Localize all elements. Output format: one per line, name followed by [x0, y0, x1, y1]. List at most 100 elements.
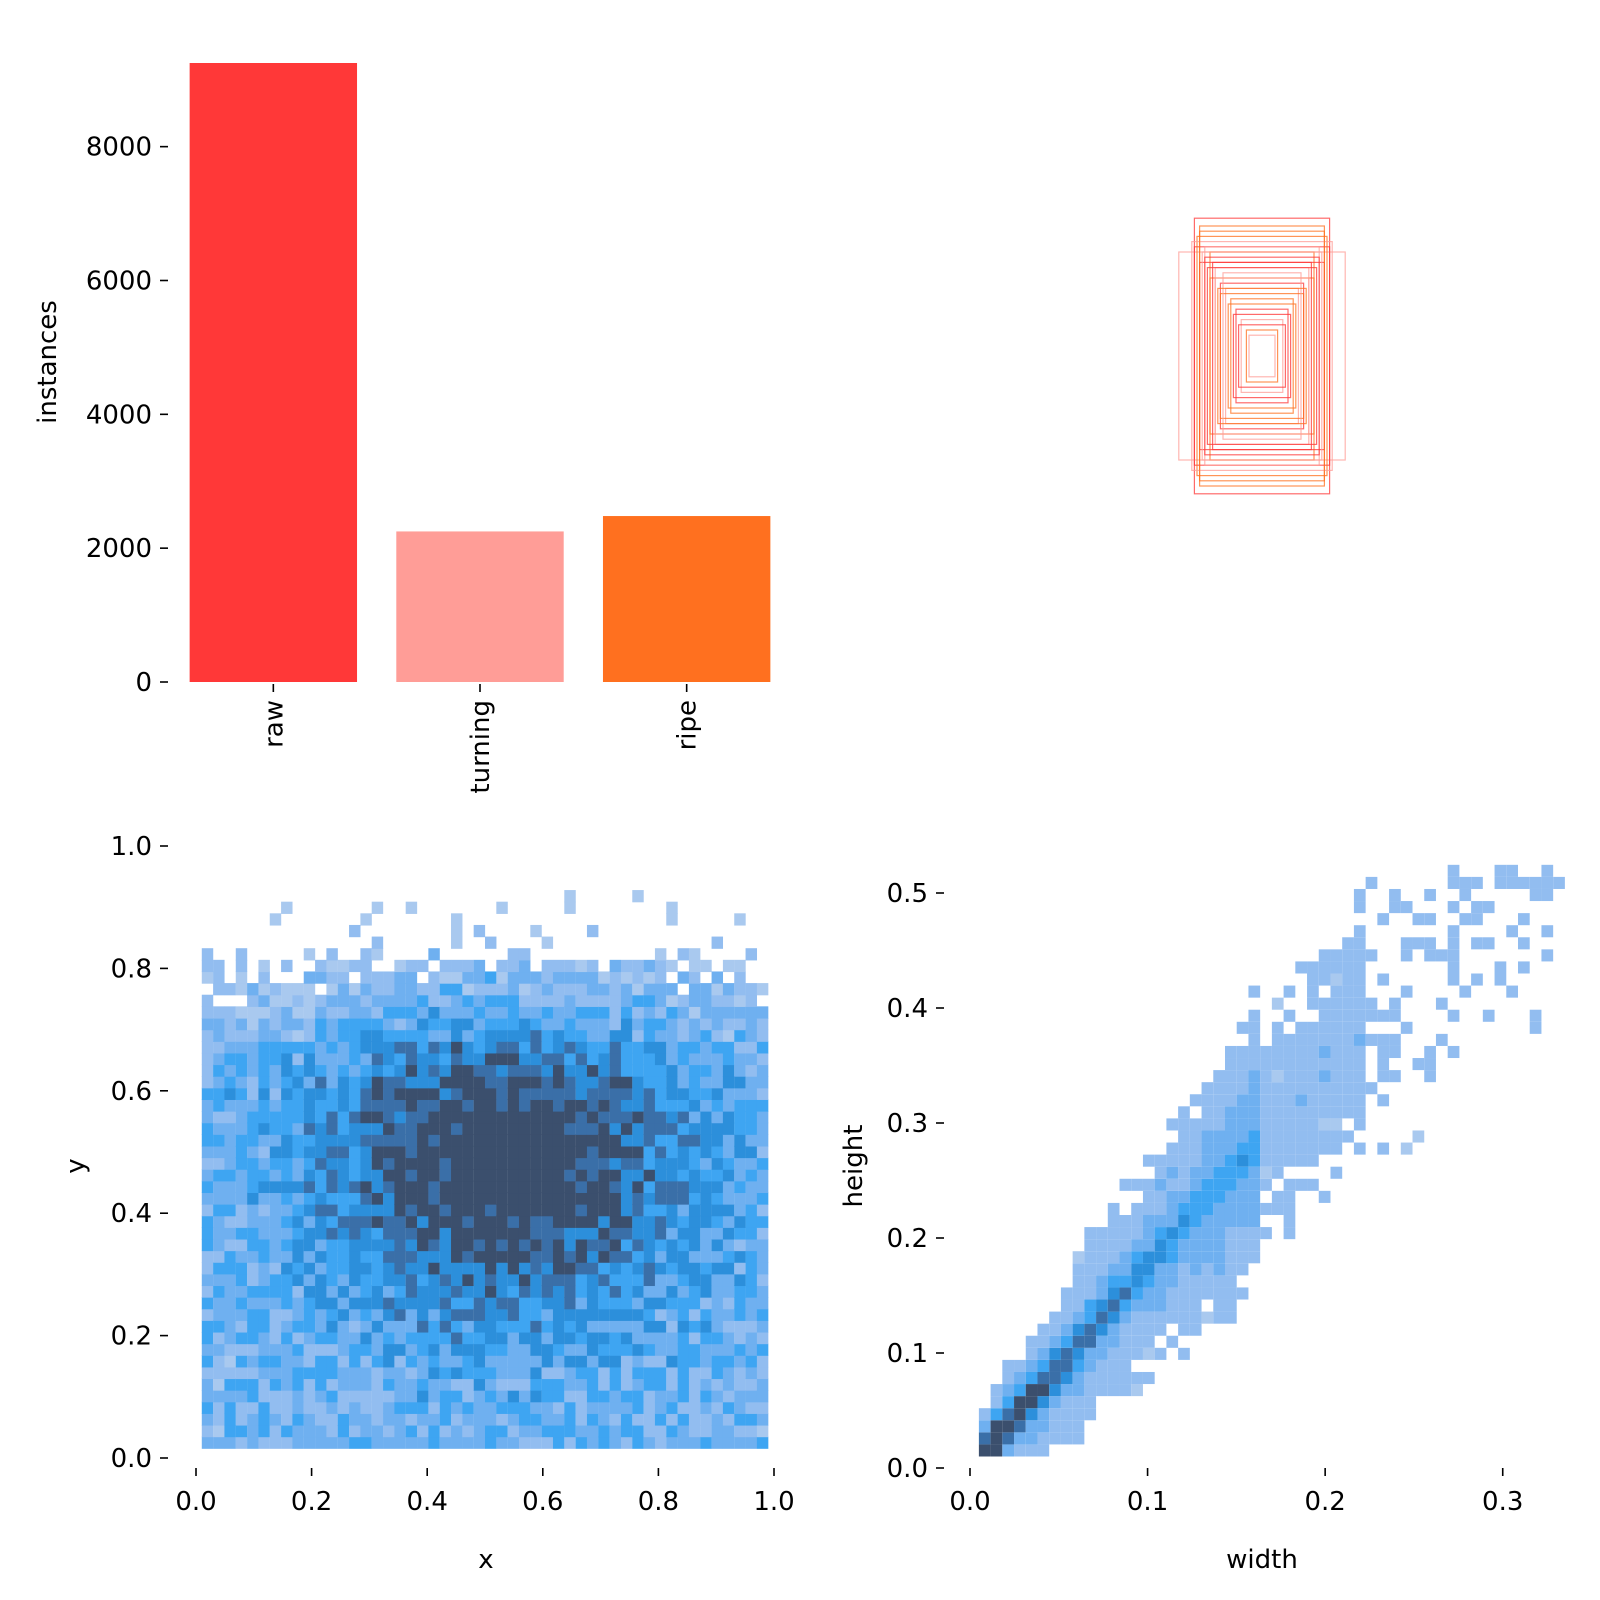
heat-cell — [303, 994, 316, 1007]
heat-cell — [1025, 1359, 1038, 1372]
heat-cell — [1307, 1033, 1319, 1046]
heat-cell — [654, 1401, 667, 1414]
heat-cell — [632, 959, 644, 973]
heat-cell — [451, 1087, 463, 1100]
heat-cell — [303, 1331, 316, 1345]
heat-cell — [575, 1006, 588, 1019]
heat-cell — [507, 1087, 520, 1100]
heat-cell — [507, 1250, 520, 1263]
heat-cell — [700, 983, 712, 996]
heat-cell — [518, 1157, 531, 1170]
heat-cell — [518, 1110, 531, 1124]
heat-cell — [711, 1308, 724, 1321]
heat-cell — [394, 1250, 406, 1263]
heat-cell — [564, 983, 576, 996]
heat-cell — [1248, 1251, 1261, 1264]
heat-cell — [394, 1145, 406, 1159]
heat-cell — [383, 1215, 395, 1228]
heat-cell — [598, 1122, 610, 1135]
heat-cell — [609, 1076, 622, 1089]
heat-cell — [417, 1006, 429, 1019]
heat-cell — [1389, 1045, 1401, 1059]
heat-cell — [281, 1017, 293, 1031]
heat-cell — [552, 1401, 565, 1414]
heat-cell — [518, 971, 531, 984]
heat-cell — [654, 1145, 667, 1159]
heat-cell — [1119, 1323, 1132, 1336]
heat-cell — [224, 1076, 236, 1089]
heat-cell — [654, 1320, 667, 1333]
heat-cell — [1119, 1251, 1132, 1264]
heat-cell — [1283, 1130, 1296, 1143]
heat-cell — [734, 1297, 746, 1310]
heat-cell — [586, 1110, 599, 1124]
heat-cell — [1517, 913, 1530, 926]
heat-cell — [428, 1041, 440, 1054]
heat-cell — [564, 1052, 576, 1066]
heat-cell — [349, 1064, 361, 1077]
heat-cell — [247, 1064, 259, 1077]
heat-cell — [485, 1297, 497, 1310]
heat-cell — [1131, 1371, 1143, 1385]
heat-cell — [1377, 1033, 1390, 1046]
heat-cell — [734, 1076, 746, 1089]
heat-cell — [677, 1390, 690, 1403]
heat-cell — [666, 1378, 678, 1391]
heat-cell — [360, 1390, 372, 1403]
heat-cell — [1154, 1215, 1167, 1228]
heat-cell — [722, 1157, 735, 1170]
heat-cell — [213, 1076, 225, 1089]
heat-cell — [417, 1343, 429, 1356]
heat-cell — [258, 1215, 270, 1228]
heat-cell — [677, 1238, 690, 1252]
heat-cell — [1330, 997, 1343, 1010]
heat-cell — [1459, 876, 1472, 889]
heat-cell — [620, 1378, 633, 1391]
heat-cell — [1248, 985, 1261, 998]
heat-cell — [1154, 1263, 1167, 1276]
heat-cell — [473, 1378, 486, 1391]
heat-cell — [518, 1041, 531, 1054]
heat-cell — [677, 1029, 690, 1042]
heat-cell — [496, 994, 508, 1007]
heat-cell — [269, 1227, 282, 1240]
heat-cell — [598, 1250, 610, 1263]
heat-cell — [281, 1331, 293, 1345]
heat-cell — [473, 1006, 486, 1019]
heat-cell — [598, 1401, 610, 1414]
heat-cell — [620, 1017, 633, 1031]
heat-cell — [1189, 1154, 1202, 1167]
heat-cell — [575, 1029, 588, 1042]
heat-cell — [371, 1343, 384, 1356]
heat-cell — [722, 1413, 735, 1426]
heat-cell — [1353, 985, 1366, 998]
heat-cell — [722, 1390, 735, 1403]
heat-cell — [654, 1099, 667, 1112]
heat-cell — [643, 1192, 656, 1205]
heat-cell — [337, 1145, 350, 1159]
heat-cell — [349, 1378, 361, 1391]
heat-cell — [337, 1262, 350, 1275]
heat-cell — [609, 1390, 622, 1403]
heat-cell — [485, 1343, 497, 1356]
heat-cell — [451, 1227, 463, 1240]
heat-cell — [394, 1413, 406, 1426]
heat-cell — [677, 1204, 690, 1217]
heat-cell — [1178, 1202, 1190, 1215]
heat-cell — [269, 1250, 282, 1263]
heat-cell — [632, 1436, 644, 1449]
heat-cell — [1049, 1359, 1061, 1372]
heat-cell — [734, 971, 746, 984]
heat-cell — [473, 1227, 486, 1240]
heat-cell — [439, 1041, 452, 1054]
heat-cell — [756, 1087, 769, 1100]
heat-cell — [1131, 1239, 1143, 1252]
heat-cell — [711, 1378, 724, 1391]
heat-cell — [201, 1087, 214, 1100]
heat-cell — [507, 1262, 520, 1275]
heat-cell — [439, 994, 452, 1007]
heat-cell — [235, 971, 248, 984]
heat-cell — [292, 1436, 304, 1449]
heat-cell — [734, 1262, 746, 1275]
heat-cell — [643, 1169, 656, 1182]
